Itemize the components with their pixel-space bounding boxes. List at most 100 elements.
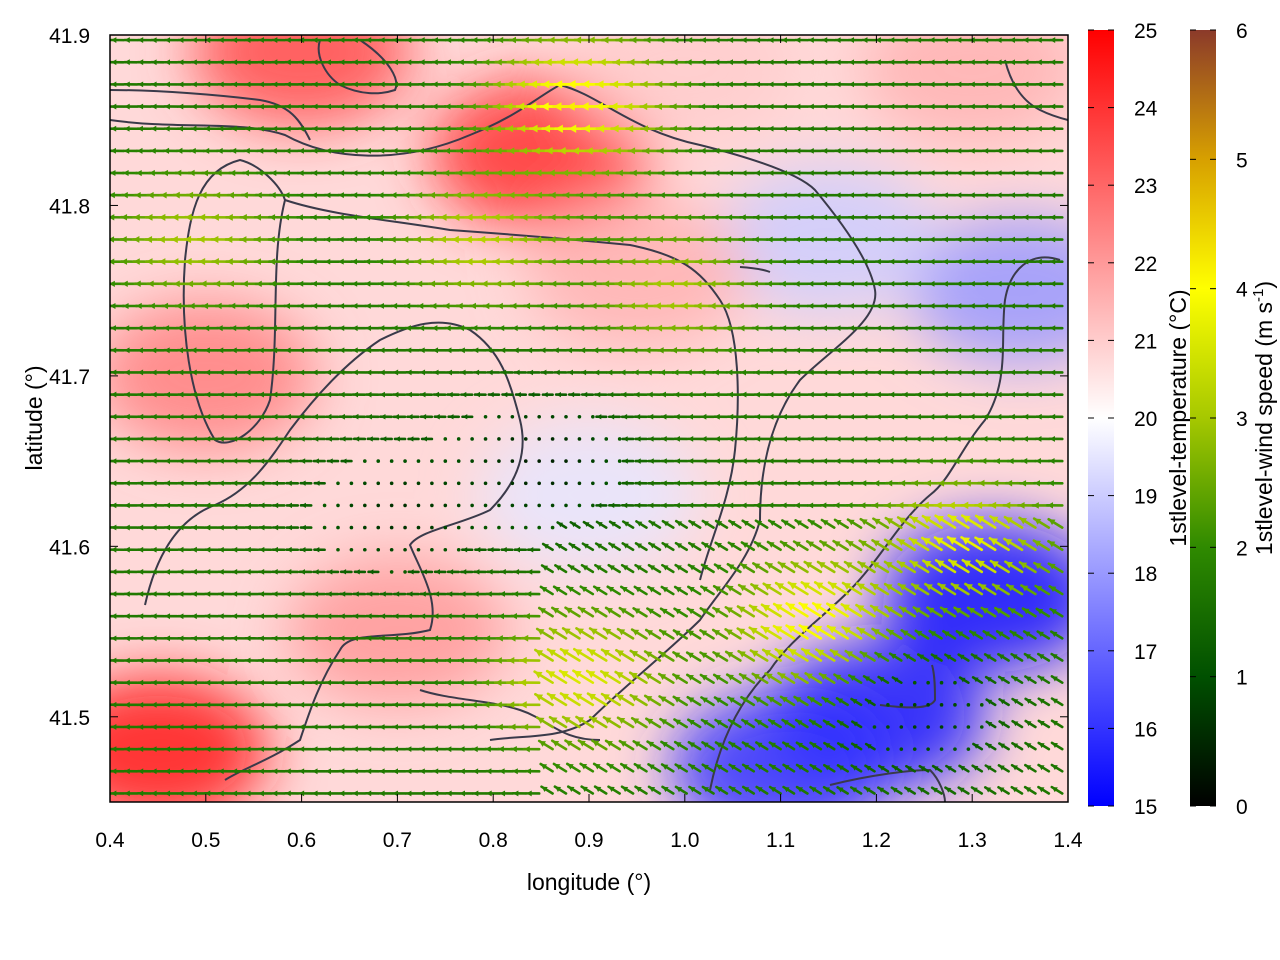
wind-arrow xyxy=(364,391,380,398)
wind-arrow xyxy=(309,236,326,243)
wind-arrow xyxy=(753,435,769,442)
wind-arrow xyxy=(257,568,273,575)
wind-arrow xyxy=(546,648,568,662)
wind-arrow xyxy=(793,480,809,487)
wind-arrow xyxy=(284,679,300,686)
wind-arrow xyxy=(836,742,849,751)
wind-arrow xyxy=(377,103,393,110)
wind-arrow xyxy=(215,147,233,154)
wind-arrow xyxy=(780,59,796,66)
wind-arrow xyxy=(176,81,192,88)
wind-arrow xyxy=(608,520,621,529)
wind-arrow xyxy=(1008,37,1024,43)
wind-arrow xyxy=(417,147,434,154)
wind-arrow xyxy=(807,81,823,88)
wind-arrow xyxy=(470,503,474,508)
wind-arrow xyxy=(957,786,970,795)
wind-arrow xyxy=(533,670,554,684)
wind-arrow xyxy=(297,59,313,66)
wind-arrow xyxy=(324,325,340,332)
wind-arrow xyxy=(953,435,970,442)
wind-arrow xyxy=(257,391,273,398)
wind-arrow xyxy=(337,37,353,43)
wind-arrow xyxy=(217,37,233,43)
wind-arrow xyxy=(351,635,367,642)
wind-arrow xyxy=(1021,280,1037,287)
wind-arrow xyxy=(686,436,702,442)
wind-arrow xyxy=(793,192,809,199)
wind-arrow xyxy=(567,391,581,398)
colorbar-tick-label: 20 xyxy=(1134,408,1157,431)
wind-arrow xyxy=(862,675,876,684)
wind-arrow xyxy=(739,125,756,132)
wind-arrow xyxy=(392,414,407,420)
wind-arrow xyxy=(926,680,930,685)
wind-arrow xyxy=(121,302,139,310)
wind-arrow xyxy=(833,303,849,309)
wind-arrow xyxy=(364,746,380,753)
wind-arrow xyxy=(433,569,447,575)
wind-arrow xyxy=(712,369,729,376)
wind-arrow xyxy=(484,768,501,775)
wind-arrow xyxy=(393,436,407,442)
wind-arrow xyxy=(418,37,434,43)
wind-arrow xyxy=(392,591,407,597)
wind-arrow xyxy=(389,459,394,463)
wind-arrow xyxy=(974,514,997,529)
wind-arrow xyxy=(322,503,327,508)
wind-arrow xyxy=(202,147,219,154)
wind-arrow xyxy=(203,635,219,642)
wind-arrow xyxy=(1035,607,1051,618)
wind-arrow xyxy=(311,436,326,442)
wind-arrow xyxy=(887,170,903,176)
wind-arrow xyxy=(217,746,233,753)
wind-arrow xyxy=(524,590,541,598)
wind-arrow xyxy=(672,673,689,684)
wind-colorbar-label: 1stlevel-wind speed (m s-1) xyxy=(1250,281,1277,555)
wind-arrow xyxy=(176,480,192,487)
wind-arrow xyxy=(550,503,555,508)
wind-arrow xyxy=(577,459,582,463)
wind-arrow xyxy=(606,391,621,398)
wind-arrow xyxy=(847,347,863,354)
wind-arrow xyxy=(634,542,648,552)
wind-arrow xyxy=(377,701,393,708)
wind-arrow xyxy=(337,701,353,708)
wind-arrow xyxy=(123,635,139,642)
wind-arrow xyxy=(860,37,876,43)
wind-arrow xyxy=(110,568,125,575)
wind-arrow xyxy=(298,436,313,442)
wind-arrow xyxy=(944,786,957,795)
wind-arrow xyxy=(123,81,139,88)
wind-arrow xyxy=(176,768,192,775)
wind-arrow xyxy=(916,653,930,662)
wind-arrow xyxy=(981,192,997,199)
wind-arrow xyxy=(324,125,340,132)
wind-arrow xyxy=(1048,413,1064,420)
wind-arrow xyxy=(712,59,729,66)
wind-arrow xyxy=(349,503,354,508)
wind-arrow xyxy=(378,790,393,797)
wind-arrow xyxy=(378,613,393,619)
wind-arrow xyxy=(311,391,326,398)
temperature-cell xyxy=(881,522,1068,673)
wind-arrow xyxy=(985,742,997,751)
wind-arrow xyxy=(577,503,582,508)
wind-arrow xyxy=(284,635,300,642)
wind-arrow xyxy=(215,325,233,332)
wind-arrow xyxy=(365,591,380,597)
wind-arrow xyxy=(686,673,702,684)
wind-arrow xyxy=(123,37,139,43)
wind-arrow xyxy=(379,413,393,420)
wind-arrow xyxy=(912,680,917,685)
colorbar-tick-label: 17 xyxy=(1134,641,1157,664)
wind-arrow xyxy=(699,651,715,662)
wind-arrow xyxy=(337,768,353,775)
wind-arrow xyxy=(190,413,206,420)
wind-arrow xyxy=(914,125,930,132)
wind-arrow xyxy=(110,125,125,132)
wind-arrow xyxy=(673,413,689,420)
wind-arrow xyxy=(190,635,206,642)
wind-arrow xyxy=(792,540,809,552)
wind-arrow xyxy=(203,391,219,398)
